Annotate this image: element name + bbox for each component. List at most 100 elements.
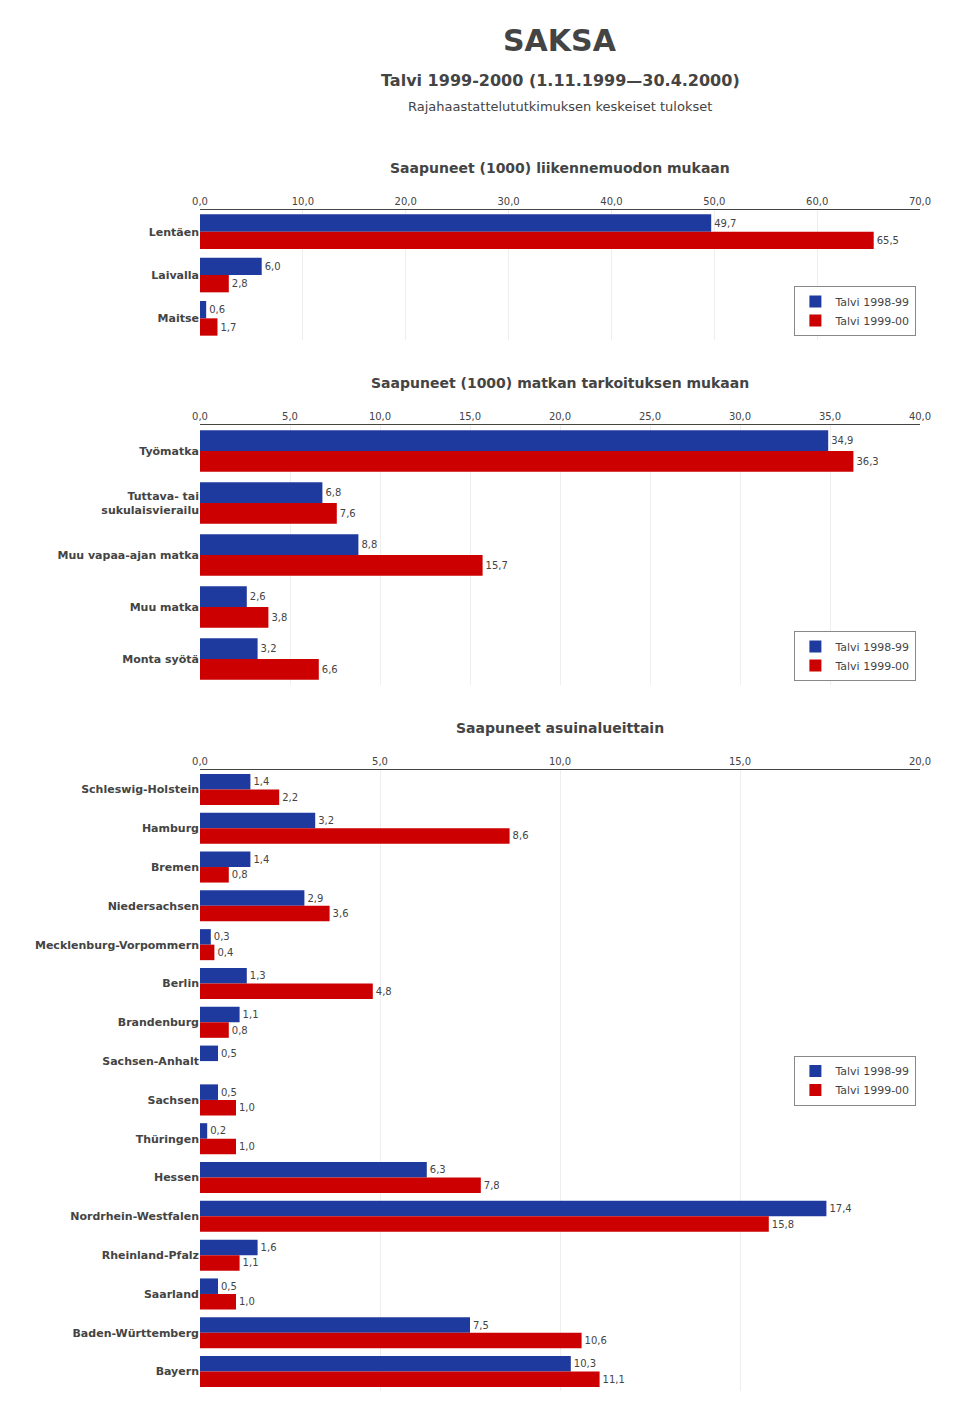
svg-text:Talvi 1999-00: Talvi 1999-00	[834, 660, 909, 673]
svg-text:7,6: 7,6	[340, 508, 356, 519]
svg-text:0,3: 0,3	[214, 931, 230, 942]
svg-text:0,5: 0,5	[221, 1048, 237, 1059]
svg-text:Saapuneet (1000) matkan tarkoi: Saapuneet (1000) matkan tarkoituksen muk…	[371, 375, 749, 391]
svg-text:1,7: 1,7	[220, 322, 236, 333]
svg-text:40,0: 40,0	[600, 196, 622, 207]
svg-text:4,8: 4,8	[376, 986, 392, 997]
svg-text:20,0: 20,0	[549, 411, 571, 422]
svg-text:Bayern: Bayern	[156, 1365, 199, 1378]
svg-text:Nordrhein-Westfalen: Nordrhein-Westfalen	[70, 1210, 199, 1223]
svg-text:7,8: 7,8	[484, 1180, 500, 1191]
svg-text:Hamburg: Hamburg	[142, 822, 199, 835]
svg-text:Schleswig-Holstein: Schleswig-Holstein	[81, 783, 199, 796]
svg-text:Berlin: Berlin	[162, 977, 199, 990]
svg-text:Hessen: Hessen	[154, 1171, 199, 1184]
svg-text:0,5: 0,5	[221, 1087, 237, 1098]
svg-text:Talvi 1999-00: Talvi 1999-00	[834, 315, 909, 328]
svg-text:15,8: 15,8	[772, 1219, 794, 1230]
svg-text:Talvi 1998-99: Talvi 1998-99	[834, 641, 909, 654]
svg-text:0,8: 0,8	[232, 869, 248, 880]
svg-text:3,2: 3,2	[261, 643, 277, 654]
svg-text:35,0: 35,0	[819, 411, 841, 422]
svg-text:Muu matka: Muu matka	[130, 601, 199, 614]
svg-text:0,6: 0,6	[209, 304, 225, 315]
svg-text:8,6: 8,6	[513, 830, 529, 841]
svg-text:Brandenburg: Brandenburg	[118, 1016, 199, 1029]
svg-text:SAKSA: SAKSA	[503, 23, 617, 58]
svg-text:Saarland: Saarland	[144, 1288, 199, 1301]
svg-text:Mecklenburg-Vorpommern: Mecklenburg-Vorpommern	[35, 939, 199, 952]
svg-text:0,5: 0,5	[221, 1281, 237, 1292]
svg-text:1,0: 1,0	[239, 1141, 255, 1152]
svg-text:10,6: 10,6	[585, 1335, 607, 1346]
svg-text:11,1: 11,1	[603, 1374, 625, 1385]
svg-text:70,0: 70,0	[909, 196, 931, 207]
svg-text:Monta syötä: Monta syötä	[122, 653, 199, 666]
svg-text:2,6: 2,6	[250, 591, 266, 602]
svg-text:6,8: 6,8	[325, 487, 341, 498]
svg-text:50,0: 50,0	[703, 196, 725, 207]
svg-text:5,0: 5,0	[282, 411, 298, 422]
svg-text:20,0: 20,0	[395, 196, 417, 207]
svg-text:2,2: 2,2	[282, 792, 298, 803]
svg-text:5,0: 5,0	[372, 756, 388, 767]
svg-text:2,8: 2,8	[232, 278, 248, 289]
svg-text:34,9: 34,9	[831, 435, 853, 446]
svg-text:65,5: 65,5	[877, 235, 899, 246]
svg-text:1,6: 1,6	[261, 1242, 277, 1253]
svg-text:0,0: 0,0	[192, 756, 208, 767]
svg-text:8,8: 8,8	[361, 539, 377, 550]
svg-text:Rheinland-Pfalz: Rheinland-Pfalz	[102, 1249, 199, 1262]
svg-text:6,3: 6,3	[430, 1164, 446, 1175]
svg-text:Sachsen-Anhalt: Sachsen-Anhalt	[102, 1055, 199, 1068]
svg-text:40,0: 40,0	[909, 411, 931, 422]
svg-text:0,2: 0,2	[210, 1125, 226, 1136]
svg-text:Baden-Württemberg: Baden-Württemberg	[72, 1327, 199, 1340]
svg-text:36,3: 36,3	[856, 456, 878, 467]
svg-text:Thüringen: Thüringen	[136, 1133, 199, 1146]
svg-text:30,0: 30,0	[729, 411, 751, 422]
svg-text:Talvi 1998-99: Talvi 1998-99	[834, 296, 909, 309]
svg-text:3,2: 3,2	[318, 815, 334, 826]
svg-text:49,7: 49,7	[714, 218, 736, 229]
svg-text:Sachsen: Sachsen	[147, 1094, 199, 1107]
svg-text:6,0: 6,0	[265, 261, 281, 272]
svg-text:Bremen: Bremen	[151, 861, 199, 874]
svg-text:0,0: 0,0	[192, 411, 208, 422]
svg-text:0,8: 0,8	[232, 1025, 248, 1036]
svg-text:7,5: 7,5	[473, 1320, 489, 1331]
svg-text:Työmatka: Työmatka	[139, 445, 199, 458]
svg-text:Talvi 1998-99: Talvi 1998-99	[834, 1065, 909, 1078]
svg-text:0,4: 0,4	[217, 947, 233, 958]
svg-text:1,4: 1,4	[253, 854, 269, 865]
svg-text:3,6: 3,6	[333, 908, 349, 919]
svg-text:Rajahaastattelututkimuksen kes: Rajahaastattelututkimuksen keskeiset tul…	[408, 99, 712, 114]
svg-text:Tuttava- taisukulaisvierailu: Tuttava- taisukulaisvierailu	[101, 490, 199, 517]
svg-text:Maitse: Maitse	[158, 312, 199, 325]
svg-text:10,0: 10,0	[292, 196, 314, 207]
svg-text:10,0: 10,0	[549, 756, 571, 767]
svg-text:1,0: 1,0	[239, 1102, 255, 1113]
svg-text:15,7: 15,7	[486, 560, 508, 571]
svg-text:1,1: 1,1	[243, 1009, 259, 1020]
svg-text:10,3: 10,3	[574, 1358, 596, 1369]
svg-text:Muu vapaa-ajan matka: Muu vapaa-ajan matka	[58, 549, 199, 562]
svg-text:15,0: 15,0	[729, 756, 751, 767]
svg-text:Laivalla: Laivalla	[151, 269, 199, 282]
svg-text:0,0: 0,0	[192, 196, 208, 207]
svg-text:1,1: 1,1	[243, 1257, 259, 1268]
svg-text:Saapuneet asuinalueittain: Saapuneet asuinalueittain	[456, 720, 664, 736]
svg-text:2,9: 2,9	[307, 893, 323, 904]
svg-text:1,4: 1,4	[253, 776, 269, 787]
svg-text:15,0: 15,0	[459, 411, 481, 422]
svg-text:Niedersachsen: Niedersachsen	[108, 900, 199, 913]
svg-text:17,4: 17,4	[829, 1203, 851, 1214]
svg-text:Saapuneet (1000) liikennemuodo: Saapuneet (1000) liikennemuodon mukaan	[390, 160, 730, 176]
svg-text:Talvi 1999-00: Talvi 1999-00	[834, 1084, 909, 1097]
svg-text:Lentäen: Lentäen	[149, 226, 199, 239]
svg-text:25,0: 25,0	[639, 411, 661, 422]
svg-text:60,0: 60,0	[806, 196, 828, 207]
svg-text:6,6: 6,6	[322, 664, 338, 675]
svg-text:1,0: 1,0	[239, 1296, 255, 1307]
svg-text:30,0: 30,0	[497, 196, 519, 207]
